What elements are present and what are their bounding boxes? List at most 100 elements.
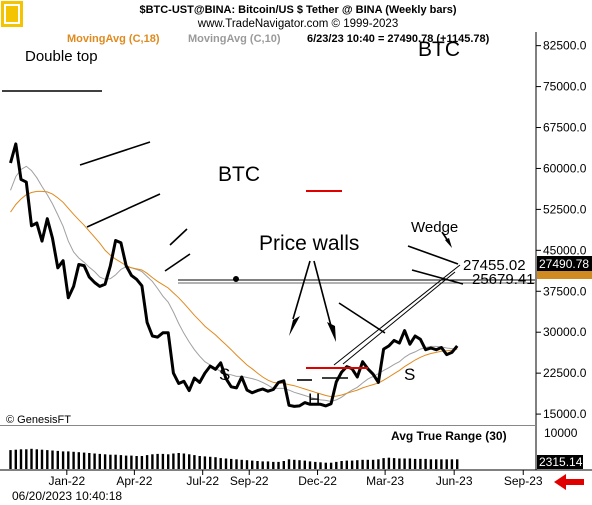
atr-bar xyxy=(51,450,54,469)
atr-bar xyxy=(209,456,212,469)
atr-bar xyxy=(445,459,448,469)
atr-bar xyxy=(293,459,296,469)
atr-bar xyxy=(130,455,133,469)
ma18-legend: MovingAvg (C,18) xyxy=(67,33,160,45)
atr-bar xyxy=(35,449,38,469)
time-tick-label: Sep-22 xyxy=(230,474,269,488)
double-top-label: Double top xyxy=(25,48,98,65)
atr-bar xyxy=(266,461,270,469)
genesis-copyright: © GenesisFT xyxy=(6,414,71,426)
atr-bar xyxy=(203,456,207,469)
flag-line-1 xyxy=(169,228,188,246)
atr-bar xyxy=(450,459,454,469)
trade-navigator-logo xyxy=(1,1,23,27)
footer-timestamp: 06/20/2023 10:40:18 xyxy=(12,489,122,503)
last-price-tag xyxy=(537,256,592,271)
atr-bar xyxy=(324,462,327,469)
atr-bar xyxy=(361,459,364,469)
atr-bar xyxy=(114,454,117,469)
price-tick-label: 15000.0 xyxy=(543,407,587,421)
time-tick-label: Mar-23 xyxy=(366,474,404,488)
atr-bar xyxy=(340,461,343,469)
atr-bar xyxy=(88,453,91,469)
atr-bar xyxy=(419,458,422,469)
atr-bar xyxy=(193,455,196,469)
atr-bar xyxy=(177,453,180,469)
atr-bar xyxy=(140,456,144,469)
atr-bar xyxy=(188,454,191,469)
atr-bar xyxy=(366,459,369,469)
price-tick-label: 22500.0 xyxy=(543,366,587,380)
atr-bar xyxy=(429,459,433,469)
price-tick-label: 37500.0 xyxy=(543,284,587,298)
time-tick-label: Apr-22 xyxy=(116,474,152,488)
scroll-right-arrow-icon[interactable] xyxy=(554,474,584,490)
atr-bar xyxy=(119,455,123,469)
atr-bar xyxy=(67,451,70,469)
atr-histogram xyxy=(9,448,459,469)
atr-bar xyxy=(282,461,285,469)
atr-bar xyxy=(72,451,75,469)
last-price-value: 27490.78 xyxy=(539,257,589,271)
atr-bar xyxy=(135,456,138,469)
atr-bar xyxy=(93,453,96,469)
atr-bar xyxy=(387,457,391,469)
atr-bar xyxy=(382,458,385,469)
level-27455-label: 27455.02 xyxy=(463,257,526,274)
atr-bar xyxy=(156,453,159,469)
atr-bar xyxy=(19,449,23,469)
atr-bar xyxy=(245,460,249,469)
ma18-series-line xyxy=(10,190,458,398)
atr-bar xyxy=(456,459,459,469)
head-label: H xyxy=(308,390,320,409)
atr-value: 2315.14 xyxy=(539,455,583,469)
atr-bar xyxy=(298,460,301,469)
price-axis-ticks: 15000.0 22500.0 30000.0 37500.0 45000.0 52500… xyxy=(536,39,587,421)
atr-bar xyxy=(403,458,406,469)
atr-bar xyxy=(224,458,228,469)
atr-bar xyxy=(424,458,427,469)
channel-upper-line xyxy=(79,141,151,166)
atr-bar xyxy=(256,461,259,469)
atr-bar xyxy=(198,456,201,469)
atr-value-tag xyxy=(537,455,583,469)
atr-bar xyxy=(145,455,149,469)
atr-bar xyxy=(40,449,44,469)
atr-bar xyxy=(182,453,186,469)
left-shoulder-label: S xyxy=(219,365,230,384)
atr-bar xyxy=(46,450,49,469)
ma10-series-line xyxy=(10,165,458,403)
breakout-line xyxy=(338,302,386,334)
price-walls-arrow-right xyxy=(313,260,332,327)
atr-bar xyxy=(398,458,401,469)
atr-bar xyxy=(30,448,33,469)
atr-bar xyxy=(98,453,101,469)
atr-bar xyxy=(329,462,333,469)
atr-bar xyxy=(214,457,217,469)
atr-bar xyxy=(272,461,275,469)
right-shoulder-label: S xyxy=(404,365,415,384)
chart-title: $BTC-UST@BINA: Bitcoin/US $ Tether @ BIN… xyxy=(139,4,456,16)
price-walls-arrow-left xyxy=(292,260,311,320)
atr-bar xyxy=(408,458,412,469)
support-line xyxy=(333,264,461,366)
time-axis-ticks: Jan-22 Apr-22 Jul-22 Sep-22 Dec-22 Mar-23 Jun-… xyxy=(48,470,543,488)
atr-bar xyxy=(172,453,175,469)
pattern-drawings xyxy=(2,90,535,381)
price-tick-label: 75000.0 xyxy=(543,80,587,94)
atr-bar xyxy=(308,461,312,469)
neckline-anchor-dot xyxy=(233,276,239,282)
channel-lower-line xyxy=(86,193,161,228)
atr-bar xyxy=(413,458,417,469)
atr-scale-label: 10000 xyxy=(544,426,578,440)
btc-center-label: BTC xyxy=(218,163,260,186)
support-line-2 xyxy=(342,271,456,365)
wedge-lower-line xyxy=(411,269,464,285)
btc-corner-label: BTC xyxy=(418,38,460,61)
atr-bar xyxy=(14,449,17,469)
atr-bar xyxy=(314,461,317,469)
atr-bar xyxy=(319,462,322,469)
price-tick-label: 60000.0 xyxy=(543,161,587,175)
atr-bar xyxy=(261,461,264,469)
atr-bar xyxy=(287,459,291,469)
